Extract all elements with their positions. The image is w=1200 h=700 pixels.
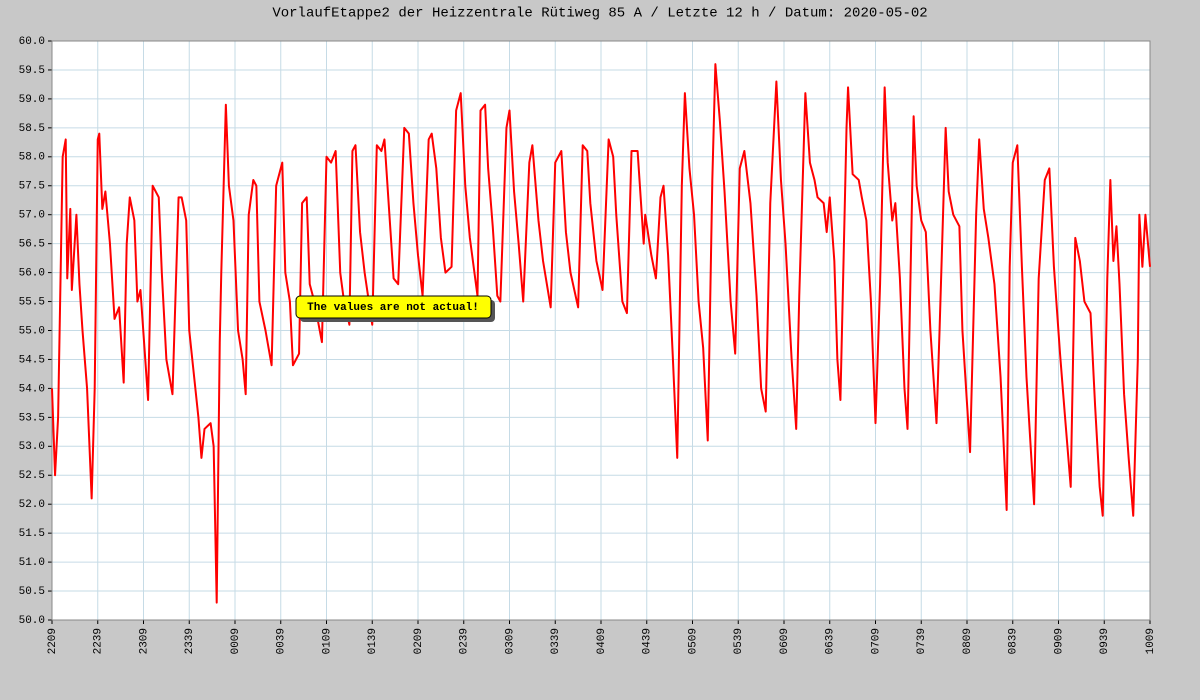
x-tick-label: 0939 xyxy=(1099,628,1111,654)
data-line xyxy=(51,63,1151,604)
x-tick-label: 0839 xyxy=(1008,628,1020,654)
y-tick-label: 52.0 xyxy=(19,499,45,511)
x-tick-label: 0509 xyxy=(687,628,699,654)
x-tick-label: 2339 xyxy=(184,628,196,654)
x-tick-label: 0209 xyxy=(413,628,425,654)
y-tick-label: 54.0 xyxy=(19,383,45,395)
x-tick-label: 0239 xyxy=(459,628,471,654)
x-tick-label: 2309 xyxy=(138,628,150,654)
y-tick-label: 60.0 xyxy=(19,36,45,48)
plot-border xyxy=(51,40,1151,621)
x-tick-label: 0609 xyxy=(779,628,791,654)
y-tick-label: 51.0 xyxy=(19,557,45,569)
x-tick-label: 0439 xyxy=(642,628,654,654)
chart-title: VorlaufEtappe2 der Heizzentrale Rütiweg … xyxy=(272,6,927,22)
x-tick-label: 0809 xyxy=(962,628,974,654)
x-tick-label: 0539 xyxy=(733,628,745,654)
annotation-box xyxy=(295,295,492,319)
x-tick-label: 0909 xyxy=(1053,628,1065,654)
y-tick-label: 56.0 xyxy=(19,268,45,280)
y-tick-label: 51.5 xyxy=(19,528,45,540)
y-tick-label: 50.0 xyxy=(19,615,45,627)
x-tick-label: 0009 xyxy=(230,628,242,654)
x-tick-label: 0109 xyxy=(321,628,333,654)
x-tick-label: 0139 xyxy=(367,628,379,654)
x-tick-label: 0339 xyxy=(550,628,562,654)
x-tick-label: 0639 xyxy=(825,628,837,654)
y-tick-label: 54.5 xyxy=(19,354,45,366)
y-tick-label: 56.5 xyxy=(19,239,45,251)
y-tick-label: 58.0 xyxy=(19,152,45,164)
y-tick-label: 59.5 xyxy=(19,65,45,77)
x-tick-label: 0039 xyxy=(276,628,288,654)
y-tick-label: 50.5 xyxy=(19,586,45,598)
annotation-text: The values are not actual! xyxy=(307,302,479,314)
y-tick-label: 53.5 xyxy=(19,412,45,424)
x-tick-label: 2239 xyxy=(93,628,105,654)
x-tick-label: 1009 xyxy=(1145,628,1157,654)
x-tick-label: 0309 xyxy=(504,628,516,654)
x-tick-label: 0409 xyxy=(596,628,608,654)
y-tick-label: 59.0 xyxy=(19,94,45,106)
y-tick-label: 52.5 xyxy=(19,470,45,482)
y-tick-label: 57.0 xyxy=(19,210,45,222)
x-tick-label: 0739 xyxy=(916,628,928,654)
y-tick-label: 57.5 xyxy=(19,181,45,193)
y-tick-label: 55.0 xyxy=(19,325,45,337)
x-tick-label: 2209 xyxy=(47,628,59,654)
annotation: The values are not actual! xyxy=(295,295,495,322)
x-tick-label: 0709 xyxy=(870,628,882,654)
y-tick-label: 53.0 xyxy=(19,441,45,453)
y-tick-label: 55.5 xyxy=(19,296,45,308)
y-tick-label: 58.5 xyxy=(19,123,45,135)
